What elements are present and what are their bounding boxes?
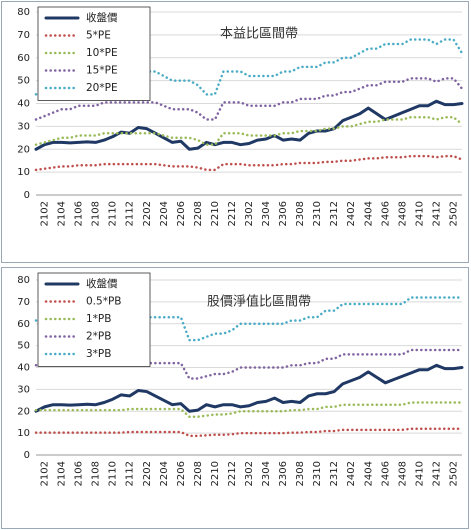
chart-title: 本益比區間帶 <box>220 27 298 42</box>
y-tick-label: 10 <box>17 167 30 178</box>
y-tick-label: 10 <box>17 428 30 439</box>
x-tick-label: 2204 <box>159 201 170 226</box>
chart-title: 股價淨值比區間帶 <box>207 294 311 310</box>
legend-label: 10*PE <box>86 47 118 59</box>
legend-box <box>37 6 151 101</box>
x-tick-label: 2402 <box>346 461 357 486</box>
x-tick-label: 2410 <box>414 461 425 486</box>
x-tick-label: 2110 <box>108 461 119 486</box>
x-tick-label: 2104 <box>57 201 68 226</box>
x-tick-label: 2404 <box>363 461 374 486</box>
y-tick-label: 20 <box>17 144 30 155</box>
x-tick-label: 2308 <box>295 461 306 486</box>
x-tick-label: 2502 <box>448 201 459 226</box>
x-tick-label: 2208 <box>193 461 204 486</box>
x-tick-label: 2412 <box>431 201 442 226</box>
x-tick-label: 2208 <box>193 201 204 226</box>
x-tick-label: 2310 <box>312 201 323 226</box>
series-line <box>34 77 464 121</box>
x-tick-label: 2304 <box>261 461 272 486</box>
series-line <box>34 38 464 96</box>
x-tick-label: 2308 <box>295 201 306 226</box>
legend-label: 0.5*PB <box>86 296 121 308</box>
y-tick-label: 70 <box>17 30 30 41</box>
legend-label: 15*PE <box>86 65 118 77</box>
legend-label: 收盤價 <box>86 11 118 24</box>
series-line <box>34 115 464 146</box>
x-tick-label: 2206 <box>176 201 187 226</box>
y-tick-label: 50 <box>17 341 30 352</box>
x-tick-label: 2112 <box>125 201 136 226</box>
x-tick-label: 2102 <box>40 201 51 226</box>
x-tick-label: 2204 <box>159 461 170 486</box>
x-tick-label: 2408 <box>397 201 408 226</box>
x-tick-label: 2408 <box>397 461 408 486</box>
series-line <box>34 296 464 342</box>
y-tick-label: 60 <box>17 319 30 330</box>
x-tick-label: 2302 <box>244 201 255 226</box>
y-tick-label: 50 <box>17 76 30 87</box>
y-tick-label: 40 <box>17 363 30 374</box>
legend-label: 5*PE <box>86 30 111 42</box>
x-tick-label: 2210 <box>210 461 221 486</box>
series-line <box>34 401 464 418</box>
x-tick-label: 2306 <box>278 461 289 486</box>
y-tick-label: 80 <box>17 275 30 286</box>
y-tick-label: 0 <box>24 190 30 201</box>
series-line <box>34 348 464 380</box>
x-tick-label: 2108 <box>91 461 102 486</box>
y-tick-label: 60 <box>17 53 30 64</box>
x-tick-label: 2406 <box>380 461 391 486</box>
y-tick-label: 30 <box>17 384 30 395</box>
legend-label: 20*PE <box>86 82 118 94</box>
x-tick-label: 2212 <box>227 201 238 226</box>
x-tick-label: 2404 <box>363 201 374 226</box>
x-tick-label: 2310 <box>312 461 323 486</box>
x-tick-label: 2212 <box>227 461 238 486</box>
x-tick-label: 2102 <box>40 461 51 486</box>
legend-label: 1*PB <box>86 313 111 325</box>
x-tick-label: 2304 <box>261 201 272 226</box>
x-tick-label: 2412 <box>431 461 442 486</box>
y-tick-label: 80 <box>17 7 30 18</box>
x-tick-label: 2106 <box>74 201 85 226</box>
series-line <box>34 99 464 151</box>
x-tick-label: 2202 <box>142 461 153 486</box>
x-tick-label: 2402 <box>346 201 357 226</box>
x-tick-label: 2410 <box>414 201 425 226</box>
series-line <box>34 154 464 172</box>
legend-box <box>37 272 151 367</box>
x-tick-label: 2302 <box>244 461 255 486</box>
x-tick-label: 2406 <box>380 201 391 226</box>
x-tick-label: 2112 <box>125 461 136 486</box>
x-tick-label: 2312 <box>329 461 340 486</box>
x-tick-label: 2312 <box>329 201 340 226</box>
x-tick-label: 2306 <box>278 201 289 226</box>
y-tick-label: 0 <box>24 450 30 461</box>
y-tick-label: 20 <box>17 406 30 417</box>
y-tick-label: 70 <box>17 297 30 308</box>
y-tick-label: 30 <box>17 121 30 132</box>
legend-label: 收盤價 <box>86 277 118 290</box>
x-tick-label: 2210 <box>210 201 221 226</box>
legend-label: 2*PB <box>86 331 111 343</box>
x-tick-label: 2106 <box>74 461 85 486</box>
legend-label: 3*PB <box>86 348 111 360</box>
x-tick-label: 2202 <box>142 201 153 226</box>
y-tick-label: 40 <box>17 99 30 110</box>
x-tick-label: 2104 <box>57 461 68 486</box>
x-tick-label: 2110 <box>108 201 119 226</box>
x-tick-label: 2108 <box>91 201 102 226</box>
x-tick-label: 2502 <box>448 461 459 486</box>
series-line <box>34 363 464 413</box>
x-tick-label: 2206 <box>176 461 187 486</box>
